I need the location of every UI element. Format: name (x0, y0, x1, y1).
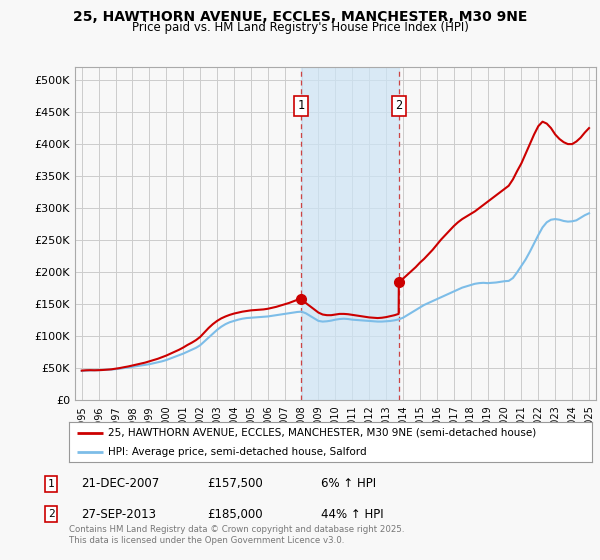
Text: Contains HM Land Registry data © Crown copyright and database right 2025.
This d: Contains HM Land Registry data © Crown c… (69, 525, 404, 545)
Bar (301, 67, 398, 400)
Text: 44% ↑ HPI: 44% ↑ HPI (321, 507, 383, 521)
Text: 21-DEC-2007: 21-DEC-2007 (81, 477, 159, 491)
Text: £157,500: £157,500 (207, 477, 263, 491)
Text: £185,000: £185,000 (207, 507, 263, 521)
Text: 6% ↑ HPI: 6% ↑ HPI (321, 477, 376, 491)
Text: HPI: Average price, semi-detached house, Salford: HPI: Average price, semi-detached house,… (108, 447, 367, 457)
Text: 1: 1 (298, 99, 305, 112)
Text: 1: 1 (47, 479, 55, 489)
Text: 25, HAWTHORN AVENUE, ECCLES, MANCHESTER, M30 9NE: 25, HAWTHORN AVENUE, ECCLES, MANCHESTER,… (73, 10, 527, 24)
Text: 2: 2 (395, 99, 402, 112)
Text: 25, HAWTHORN AVENUE, ECCLES, MANCHESTER, M30 9NE (semi-detached house): 25, HAWTHORN AVENUE, ECCLES, MANCHESTER,… (108, 428, 536, 437)
Text: 27-SEP-2013: 27-SEP-2013 (81, 507, 156, 521)
Text: 2: 2 (47, 509, 55, 519)
Text: Price paid vs. HM Land Registry's House Price Index (HPI): Price paid vs. HM Land Registry's House … (131, 21, 469, 34)
